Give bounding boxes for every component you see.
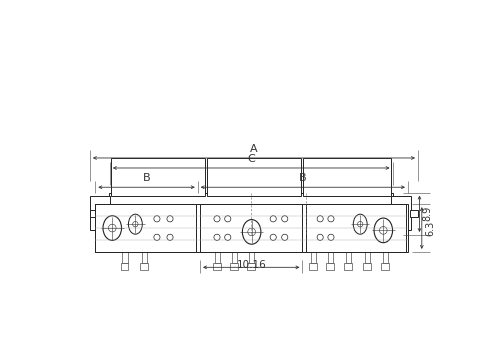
Bar [111, 158, 205, 196]
Bar [310, 235, 317, 239]
Bar [213, 263, 221, 270]
Text: B: B [143, 173, 150, 183]
Bar [207, 158, 301, 196]
Bar [141, 235, 147, 263]
Text: C: C [247, 154, 255, 164]
Bar [381, 263, 389, 270]
Bar [90, 196, 110, 230]
Bar [247, 263, 255, 270]
Text: A: A [250, 144, 258, 154]
Bar [248, 235, 255, 239]
Bar [214, 235, 221, 239]
Bar [215, 235, 220, 263]
Bar [363, 263, 371, 270]
Bar [377, 226, 382, 235]
Bar [327, 235, 334, 239]
Bar [109, 193, 393, 235]
Bar [345, 235, 352, 239]
Bar [309, 263, 317, 270]
Bar [311, 235, 316, 263]
Bar [303, 158, 391, 196]
Bar [306, 204, 407, 252]
Bar [327, 263, 334, 270]
Bar [141, 235, 148, 239]
Bar [140, 263, 148, 270]
Text: 10.16: 10.16 [236, 261, 266, 270]
Bar [90, 210, 98, 217]
Bar [346, 235, 351, 263]
Bar [382, 235, 388, 263]
Bar [123, 235, 127, 263]
Bar [123, 226, 127, 235]
Text: 6.3: 6.3 [425, 221, 435, 236]
Bar [122, 235, 128, 239]
Bar [364, 235, 371, 239]
Bar [382, 235, 389, 239]
Bar [110, 213, 118, 235]
Text: 8.9: 8.9 [422, 206, 433, 222]
Bar [391, 196, 411, 230]
Bar [200, 204, 302, 252]
Bar [95, 204, 408, 252]
Bar [344, 263, 352, 270]
Bar [121, 263, 128, 270]
Bar [328, 235, 333, 263]
Bar [95, 204, 196, 252]
Text: B: B [299, 173, 307, 183]
Bar [410, 210, 418, 217]
Bar [386, 213, 394, 235]
Bar [248, 235, 254, 263]
Bar [231, 235, 238, 239]
Bar [232, 235, 237, 263]
Bar [365, 235, 370, 263]
Bar [230, 263, 238, 270]
